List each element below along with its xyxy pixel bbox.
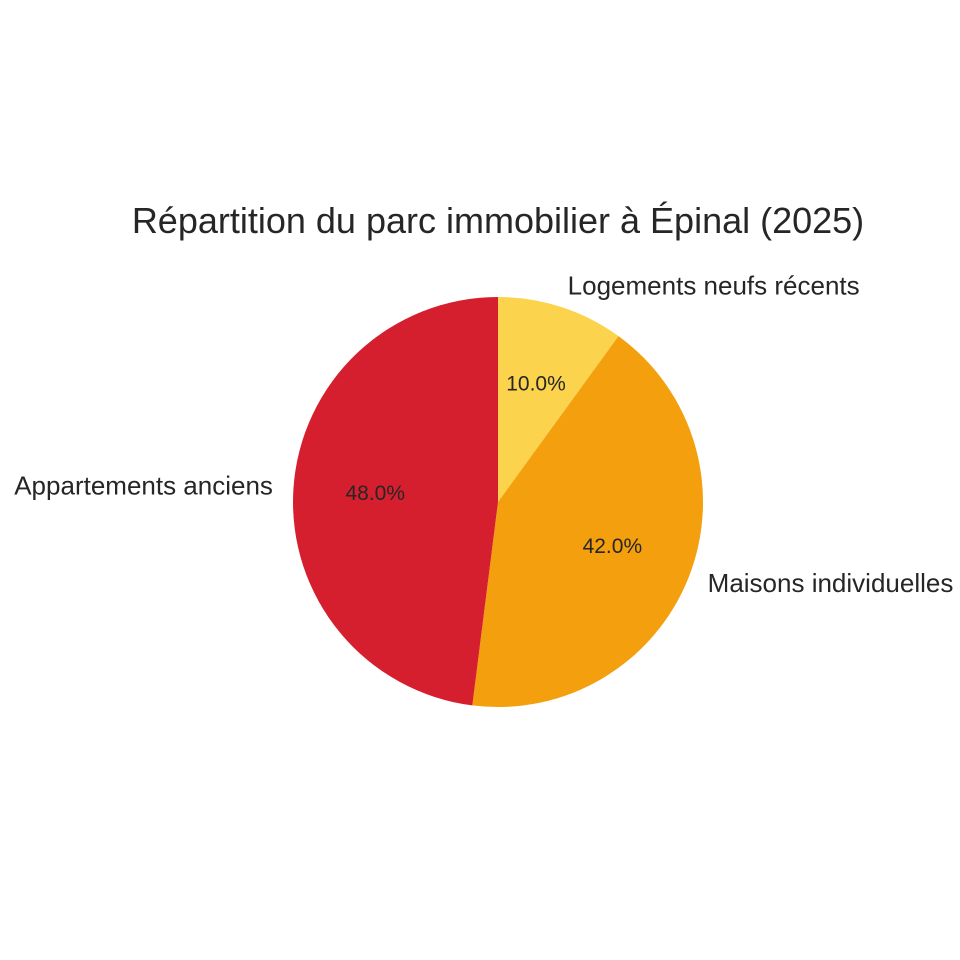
pie-category-label-appartements-anciens: Appartements anciens (14, 471, 273, 501)
chart-title: Répartition du parc immobilier à Épinal … (132, 200, 864, 241)
pie-slice-maisons-individuelles (472, 336, 703, 707)
pie-category-label-logements-neufs-recents: Logements neufs récents (568, 270, 860, 300)
pie-pct-label-maisons-individuelles: 42.0% (583, 535, 643, 558)
pie-labels: 10.0% Logements neufs récents 42.0% Maisons… (14, 270, 953, 597)
pie-slice-logements-neufs-recents (498, 297, 619, 502)
pie-slices (293, 297, 703, 707)
pie-pct-label-logements-neufs-recents: 10.0% (506, 373, 566, 396)
pie-pct-label-appartements-anciens: 48.0% (345, 482, 405, 505)
pie-category-label-maisons-individuelles: Maisons individuelles (708, 568, 954, 598)
pie-slice-appartements-anciens (293, 297, 498, 706)
